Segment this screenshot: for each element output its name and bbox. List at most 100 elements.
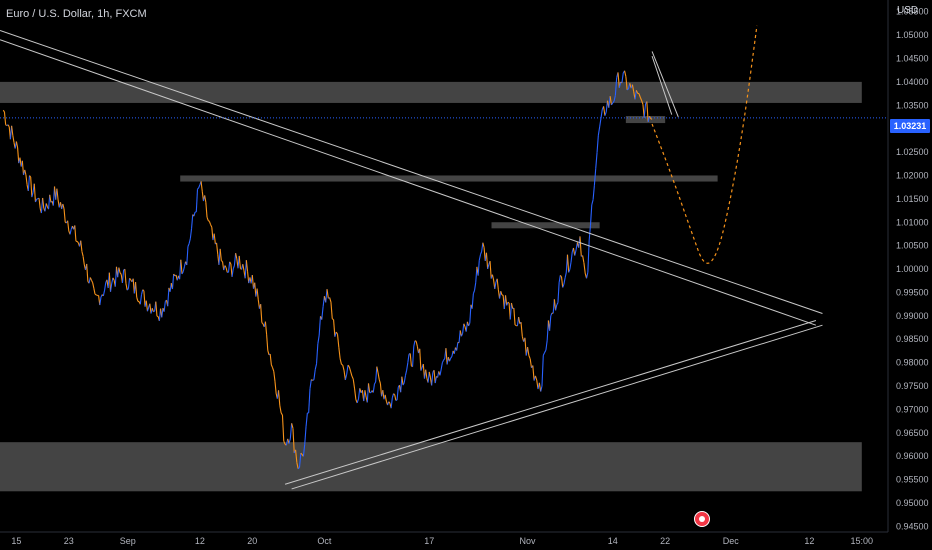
y-tick-label: 1.04500 [896, 53, 929, 63]
price-segment [260, 304, 263, 323]
price-segment [21, 160, 25, 176]
x-tick-label: 17 [424, 536, 434, 546]
y-tick-label: 0.97000 [896, 404, 929, 414]
price-segment [579, 236, 582, 257]
price-segment [140, 289, 144, 295]
price-segment [67, 220, 70, 231]
price-segment [182, 266, 185, 272]
price-segment [351, 375, 354, 380]
price-segment [17, 147, 20, 164]
price-segment [171, 273, 175, 290]
price-segment [617, 72, 620, 88]
price-segment [403, 375, 406, 383]
price-segment [189, 228, 193, 239]
price-segment [167, 287, 170, 307]
price-segment [479, 251, 483, 255]
price-segment [609, 96, 612, 105]
price-segment [589, 204, 593, 226]
price-segment [433, 370, 436, 384]
price-segment [81, 251, 84, 257]
price-segment [36, 198, 39, 200]
price-segment [143, 290, 146, 307]
time-axis[interactable]: 15 23 Sep 12 20 Oct 17 Nov 14 22 Dec 12 15:00 [11, 536, 873, 546]
price-segment [504, 295, 508, 306]
symbol-title[interactable]: Euro / U.S. Dollar, 1h, FXCM [6, 8, 147, 20]
tradingview-logo-icon[interactable] [694, 511, 710, 527]
price-segment [440, 362, 443, 370]
price-segment [86, 263, 89, 282]
price-segment [605, 100, 609, 113]
price-segment [334, 331, 337, 337]
price-segment [477, 260, 480, 276]
price-segment [544, 349, 547, 353]
price-segment [338, 347, 341, 359]
price-segment [2, 109, 5, 113]
price-segment [220, 260, 223, 263]
price-segment [388, 401, 391, 404]
price-segment [624, 70, 627, 77]
x-tick-label: Oct [317, 536, 332, 546]
price-segment [613, 95, 616, 102]
price-segment [478, 254, 482, 261]
price-segment [550, 312, 553, 317]
price-segment [564, 272, 567, 278]
price-segment [350, 371, 353, 377]
price-segment [599, 118, 602, 128]
price-segment [139, 294, 143, 305]
price-segment [459, 330, 462, 337]
price-segment [291, 423, 294, 429]
price-segment [304, 426, 307, 445]
price-segment [520, 322, 523, 337]
price-segment [445, 348, 448, 365]
price-segment [593, 168, 597, 186]
exchange-label: FXCM [115, 8, 147, 20]
price-segment [208, 221, 212, 225]
price-segment [558, 275, 561, 283]
price-segment [5, 124, 8, 127]
price-segment [491, 274, 495, 281]
price-segment [562, 284, 565, 288]
price-segment [507, 301, 510, 304]
last-price-tag: 1.03231 [890, 119, 930, 133]
price-segment [142, 289, 145, 292]
price-segment [188, 238, 191, 244]
price-segment [366, 383, 370, 403]
price-segment [570, 251, 573, 263]
price-segment [390, 397, 393, 409]
price-segment [463, 323, 466, 327]
price-segment [395, 399, 398, 402]
price-segment [569, 261, 572, 270]
price-segment [612, 100, 615, 104]
zone [491, 222, 600, 229]
price-segment [187, 243, 190, 247]
price-segment [524, 337, 527, 356]
price-segment [281, 414, 285, 442]
price-segment [111, 277, 114, 284]
price-segment [289, 423, 293, 439]
price-segment [541, 355, 544, 387]
price-segment [377, 372, 380, 380]
price-segment [583, 262, 586, 274]
price-segment [527, 346, 530, 356]
price-segment [563, 277, 566, 285]
price-segment [348, 366, 352, 372]
price-segment [419, 348, 422, 371]
price-segment [211, 227, 214, 241]
price-segment [540, 386, 543, 392]
price-segment [80, 240, 83, 252]
trendline [0, 39, 817, 326]
price-segment [30, 177, 33, 198]
price-segment [414, 340, 417, 342]
y-tick-label: 0.95500 [896, 475, 929, 485]
price-segment [635, 90, 639, 94]
price-axis[interactable]: 1.055001.050001.045001.040001.035001.030… [896, 7, 929, 532]
price-segment [3, 112, 7, 125]
price-segment [108, 272, 112, 292]
price-segment [205, 202, 208, 218]
price-segment [283, 440, 286, 445]
price-segment [204, 195, 207, 203]
price-segment [95, 294, 98, 296]
price-segment [27, 175, 31, 191]
price-segment [614, 77, 618, 96]
